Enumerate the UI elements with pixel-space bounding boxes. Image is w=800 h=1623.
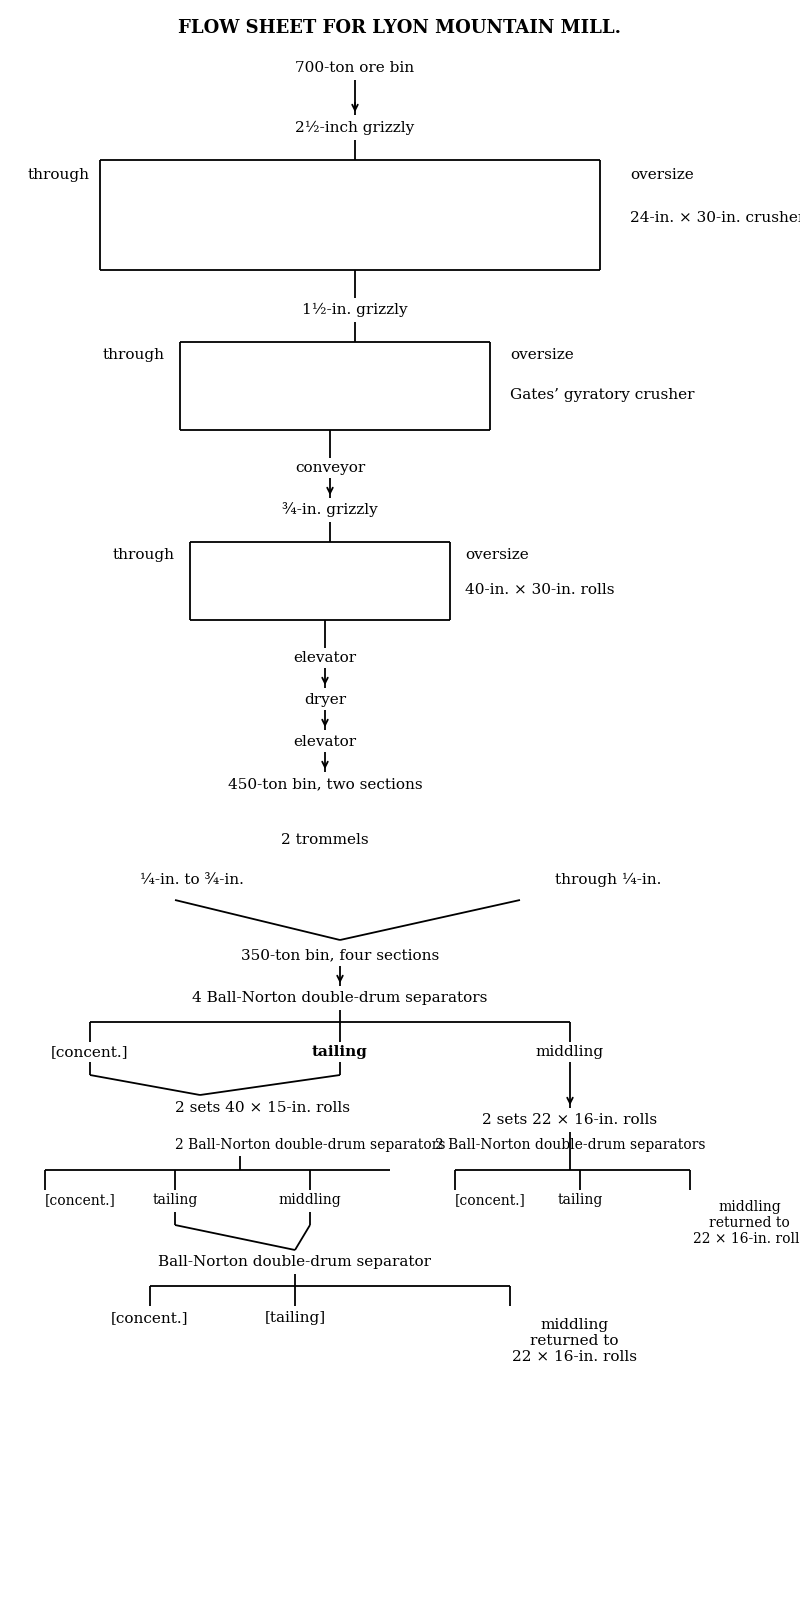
Text: 2 Ball-Norton double-drum separators: 2 Ball-Norton double-drum separators xyxy=(435,1138,706,1152)
Text: ¾-in. grizzly: ¾-in. grizzly xyxy=(282,503,378,518)
Text: ¼-in. to ¾-in.: ¼-in. to ¾-in. xyxy=(140,873,244,888)
Text: middling: middling xyxy=(278,1193,342,1208)
Text: 2 trommels: 2 trommels xyxy=(281,833,369,847)
Text: tailing: tailing xyxy=(558,1193,602,1208)
Text: oversize: oversize xyxy=(630,169,694,182)
Text: 24-in. × 30-in. crusher: 24-in. × 30-in. crusher xyxy=(630,211,800,226)
Text: 2 sets 40 × 15-in. rolls: 2 sets 40 × 15-in. rolls xyxy=(175,1100,350,1115)
Text: 1½-in. grizzly: 1½-in. grizzly xyxy=(302,304,408,316)
Text: middling: middling xyxy=(536,1045,604,1058)
Text: oversize: oversize xyxy=(510,347,574,362)
Text: middling
returned to
22 × 16-in. rolls: middling returned to 22 × 16-in. rolls xyxy=(512,1318,637,1365)
Text: [concent.]: [concent.] xyxy=(455,1193,526,1208)
Text: [concent.]: [concent.] xyxy=(111,1311,189,1324)
Text: tailing: tailing xyxy=(152,1193,198,1208)
Text: oversize: oversize xyxy=(465,549,529,562)
Text: 40-in. × 30-in. rolls: 40-in. × 30-in. rolls xyxy=(465,583,614,597)
Text: elevator: elevator xyxy=(294,735,357,748)
Text: through: through xyxy=(28,169,90,182)
Text: tailing: tailing xyxy=(312,1045,368,1058)
Text: 350-ton bin, four sections: 350-ton bin, four sections xyxy=(241,948,439,962)
Text: [tailing]: [tailing] xyxy=(265,1311,326,1324)
Text: [concent.]: [concent.] xyxy=(51,1045,129,1058)
Text: 700-ton ore bin: 700-ton ore bin xyxy=(295,62,414,75)
Text: [concent.]: [concent.] xyxy=(45,1193,116,1208)
Text: Gates’ gyratory crusher: Gates’ gyratory crusher xyxy=(510,388,694,403)
Text: through: through xyxy=(103,347,165,362)
Text: FLOW SHEET FOR LYON MOUNTAIN MILL.: FLOW SHEET FOR LYON MOUNTAIN MILL. xyxy=(178,19,622,37)
Text: elevator: elevator xyxy=(294,651,357,665)
Text: through: through xyxy=(113,549,175,562)
Text: 2 sets 22 × 16-in. rolls: 2 sets 22 × 16-in. rolls xyxy=(482,1113,658,1126)
Text: through ¼-in.: through ¼-in. xyxy=(555,873,662,888)
Text: Ball-Norton double-drum separator: Ball-Norton double-drum separator xyxy=(158,1255,431,1269)
Text: conveyor: conveyor xyxy=(295,461,365,476)
Text: 2½-inch grizzly: 2½-inch grizzly xyxy=(295,120,414,135)
Text: 4 Ball-Norton double-drum separators: 4 Ball-Norton double-drum separators xyxy=(192,992,488,1005)
Text: middling
returned to
22 × 16-in. rolls: middling returned to 22 × 16-in. rolls xyxy=(693,1199,800,1246)
Text: 450-ton bin, two sections: 450-ton bin, two sections xyxy=(228,777,422,790)
Text: dryer: dryer xyxy=(304,693,346,708)
Text: 2 Ball-Norton double-drum separators: 2 Ball-Norton double-drum separators xyxy=(175,1138,446,1152)
